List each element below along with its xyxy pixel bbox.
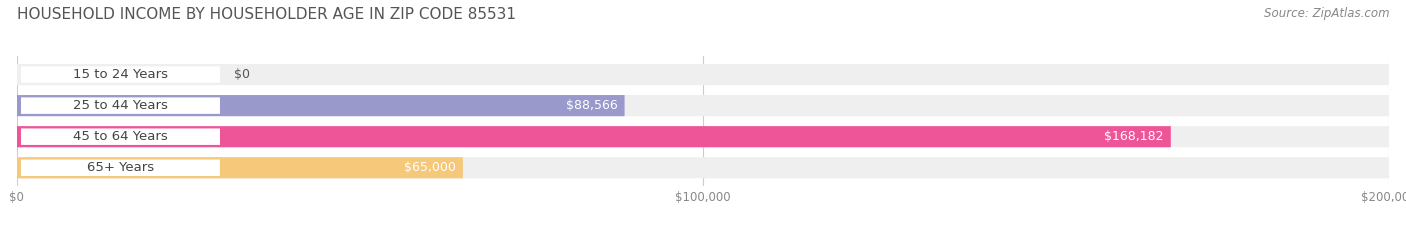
- FancyBboxPatch shape: [21, 160, 219, 176]
- Text: $88,566: $88,566: [567, 99, 617, 112]
- Text: $168,182: $168,182: [1105, 130, 1164, 143]
- FancyBboxPatch shape: [17, 95, 1389, 116]
- Text: 65+ Years: 65+ Years: [87, 161, 155, 174]
- FancyBboxPatch shape: [17, 157, 1389, 178]
- FancyBboxPatch shape: [21, 66, 219, 83]
- Text: HOUSEHOLD INCOME BY HOUSEHOLDER AGE IN ZIP CODE 85531: HOUSEHOLD INCOME BY HOUSEHOLDER AGE IN Z…: [17, 7, 516, 22]
- Text: 25 to 44 Years: 25 to 44 Years: [73, 99, 167, 112]
- FancyBboxPatch shape: [17, 126, 1171, 147]
- FancyBboxPatch shape: [17, 95, 624, 116]
- Text: Source: ZipAtlas.com: Source: ZipAtlas.com: [1264, 7, 1389, 20]
- FancyBboxPatch shape: [17, 126, 1389, 147]
- Text: 15 to 24 Years: 15 to 24 Years: [73, 68, 167, 81]
- Text: $65,000: $65,000: [404, 161, 456, 174]
- FancyBboxPatch shape: [21, 97, 219, 114]
- FancyBboxPatch shape: [17, 157, 463, 178]
- Text: 45 to 64 Years: 45 to 64 Years: [73, 130, 167, 143]
- Text: $0: $0: [233, 68, 250, 81]
- FancyBboxPatch shape: [21, 128, 219, 145]
- FancyBboxPatch shape: [17, 64, 1389, 85]
